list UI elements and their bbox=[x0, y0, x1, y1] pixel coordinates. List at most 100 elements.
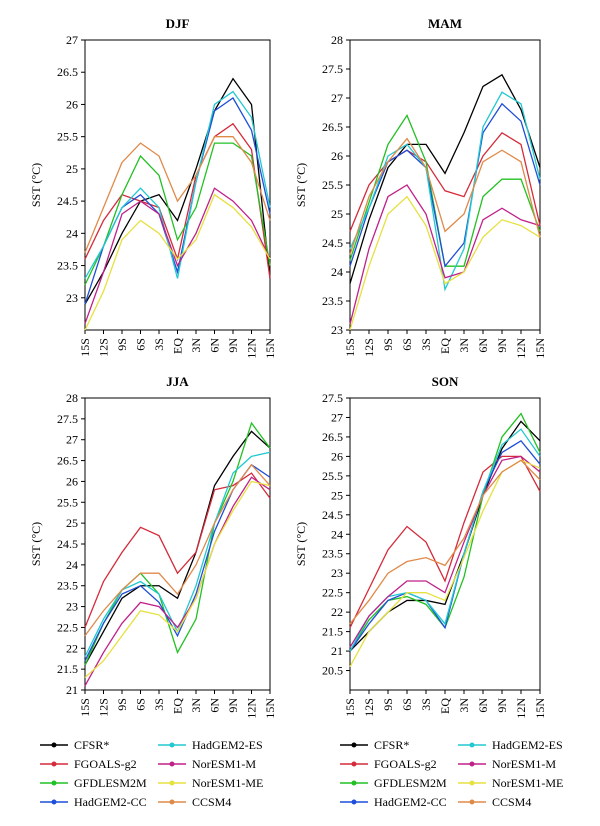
x-tick-label: 15N bbox=[263, 698, 277, 719]
legend-label: GFDLESM2M bbox=[74, 776, 147, 790]
x-tick-label: EQ bbox=[171, 338, 185, 354]
chart-title: DJF bbox=[166, 16, 190, 31]
x-tick-label: 15S bbox=[78, 698, 92, 717]
x-tick-label: 9N bbox=[226, 338, 240, 353]
y-tick-label: 27 bbox=[331, 91, 343, 105]
legend-marker bbox=[51, 761, 57, 767]
legend-label: NorESM1-ME bbox=[492, 776, 563, 790]
series-line bbox=[349, 459, 541, 625]
y-tick-label: 22 bbox=[66, 641, 78, 655]
legend-label: NorESM1-M bbox=[192, 757, 256, 771]
y-tick-label: 22 bbox=[331, 605, 343, 619]
y-tick-label: 24 bbox=[331, 265, 343, 279]
legend-label: HadGEM2-ES bbox=[192, 738, 263, 752]
x-tick-label: 15N bbox=[263, 338, 277, 359]
series-line bbox=[349, 439, 541, 652]
y-tick-label: 21.5 bbox=[322, 625, 343, 639]
legend-marker bbox=[169, 742, 175, 748]
x-tick-label: 6N bbox=[208, 338, 222, 353]
y-tick-label: 27 bbox=[66, 33, 78, 47]
y-tick-label: 23 bbox=[331, 323, 343, 337]
series-line bbox=[349, 412, 541, 652]
y-axis-label: SST (°C) bbox=[294, 522, 308, 566]
y-tick-label: 24 bbox=[66, 558, 78, 572]
x-tick-label: 6S bbox=[400, 338, 414, 351]
y-tick-label: 23.5 bbox=[57, 259, 78, 273]
x-tick-label: 3S bbox=[419, 698, 433, 711]
x-tick-label: 15S bbox=[343, 698, 357, 717]
series-line bbox=[349, 455, 541, 648]
x-tick-label: 9S bbox=[381, 698, 395, 711]
y-tick-label: 24.5 bbox=[57, 194, 78, 208]
legend-label: CCSM4 bbox=[492, 795, 531, 809]
legend-marker bbox=[51, 799, 57, 805]
series-line bbox=[349, 131, 541, 232]
y-axis-label: SST (°C) bbox=[29, 522, 43, 566]
y-tick-label: 20.5 bbox=[322, 664, 343, 678]
x-tick-label: 3N bbox=[457, 698, 471, 713]
x-tick-label: EQ bbox=[438, 338, 452, 354]
legend-marker bbox=[351, 761, 357, 767]
legend-marker bbox=[351, 799, 357, 805]
y-tick-label: 21 bbox=[66, 683, 78, 697]
plot-frame bbox=[84, 397, 271, 691]
series-line bbox=[84, 90, 271, 279]
x-tick-label: 15N bbox=[533, 338, 547, 359]
x-tick-label: 12S bbox=[97, 338, 111, 357]
legend-marker bbox=[469, 799, 475, 805]
y-tick-label: 25.5 bbox=[322, 178, 343, 192]
x-tick-label: 12N bbox=[514, 698, 528, 719]
legend-marker bbox=[169, 761, 175, 767]
y-tick-label: 25.5 bbox=[57, 495, 78, 509]
y-tick-label: 25.5 bbox=[322, 469, 343, 483]
y-tick-label: 27.5 bbox=[57, 412, 78, 426]
legend-marker bbox=[169, 780, 175, 786]
x-tick-label: 12S bbox=[97, 698, 111, 717]
legend-label: HadGEM2-CC bbox=[374, 795, 447, 809]
legend-marker bbox=[169, 799, 175, 805]
x-tick-label: EQ bbox=[171, 698, 185, 714]
series-line bbox=[84, 421, 271, 666]
legend-label: GFDLESM2M bbox=[374, 776, 447, 790]
y-tick-label: 22.5 bbox=[322, 586, 343, 600]
y-tick-label: 26 bbox=[66, 474, 78, 488]
x-tick-label: 9N bbox=[495, 338, 509, 353]
y-tick-label: 28 bbox=[331, 33, 343, 47]
series-line bbox=[84, 187, 271, 324]
series-line bbox=[349, 455, 541, 628]
y-tick-label: 24 bbox=[331, 527, 343, 541]
series-line bbox=[349, 137, 541, 255]
y-tick-label: 26.5 bbox=[322, 430, 343, 444]
legend-marker bbox=[351, 742, 357, 748]
x-tick-label: 3S bbox=[152, 698, 166, 711]
y-axis-label: SST (°C) bbox=[29, 163, 43, 207]
y-tick-label: 23.5 bbox=[57, 579, 78, 593]
y-tick-label: 25 bbox=[66, 516, 78, 530]
x-tick-label: 6N bbox=[208, 698, 222, 713]
y-tick-label: 21 bbox=[331, 644, 343, 658]
legend-marker bbox=[469, 761, 475, 767]
x-tick-label: 6N bbox=[476, 338, 490, 353]
y-tick-label: 23 bbox=[331, 566, 343, 580]
x-tick-label: 6S bbox=[400, 698, 414, 711]
series-line bbox=[84, 136, 271, 253]
y-tick-label: 23 bbox=[66, 600, 78, 614]
y-tick-label: 23.5 bbox=[322, 547, 343, 561]
series-line bbox=[84, 77, 271, 305]
y-tick-label: 24.5 bbox=[322, 508, 343, 522]
x-tick-label: 9S bbox=[115, 698, 129, 711]
y-tick-label: 27 bbox=[331, 410, 343, 424]
plot-frame bbox=[349, 397, 541, 691]
x-tick-label: 12S bbox=[362, 338, 376, 357]
legend-label: NorESM1-M bbox=[492, 757, 556, 771]
series-line bbox=[84, 476, 271, 687]
y-tick-label: 26.5 bbox=[57, 65, 78, 79]
x-tick-label: 3N bbox=[189, 698, 203, 713]
series-line bbox=[84, 463, 271, 637]
legend-label: HadGEM2-CC bbox=[74, 795, 147, 809]
legend-label: NorESM1-ME bbox=[192, 776, 263, 790]
y-tick-label: 22.5 bbox=[57, 620, 78, 634]
series-line bbox=[84, 451, 271, 657]
x-tick-label: 9N bbox=[495, 698, 509, 713]
